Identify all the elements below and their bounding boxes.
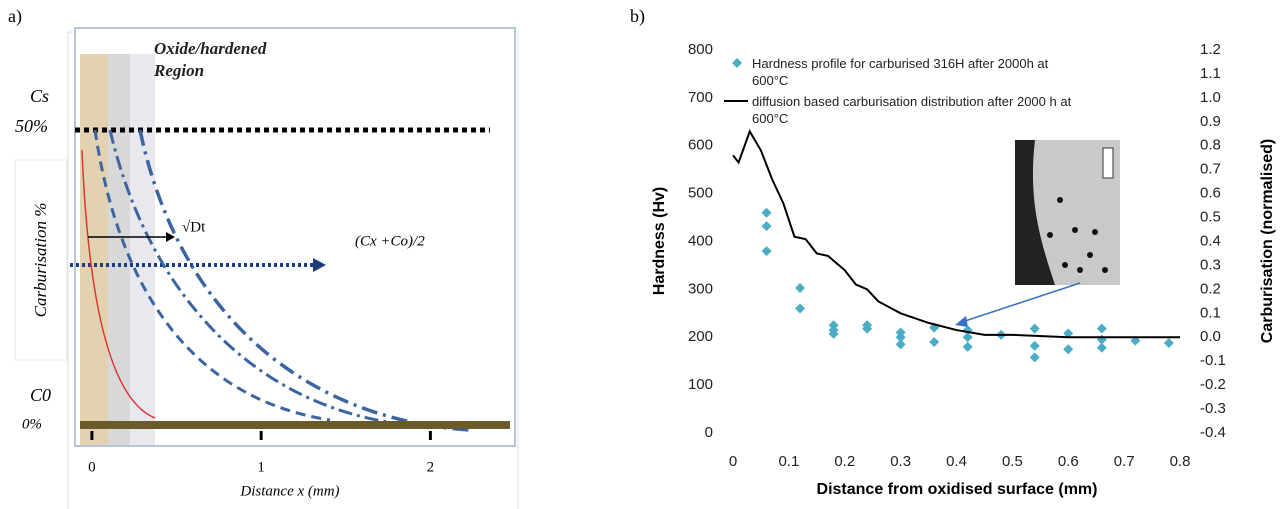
layer-oxide <box>80 54 108 445</box>
c0-label: C0 <box>30 385 51 405</box>
data-point <box>828 328 839 339</box>
y2-tick-label: -0.4 <box>1200 424 1226 441</box>
y2-tick-label: 0.5 <box>1200 209 1221 226</box>
curve-red <box>81 149 156 419</box>
dt-arrow-head <box>166 232 175 242</box>
y-tick-label: 800 <box>688 41 713 58</box>
curve-2 <box>108 129 411 427</box>
data-point <box>1096 342 1107 353</box>
x-tick-label: 0.5 <box>1002 453 1023 470</box>
y2-tick-label: 0.6 <box>1200 185 1221 202</box>
x-tick-label: 0.2 <box>834 453 855 470</box>
panel-label: b) <box>630 6 645 27</box>
data-point <box>962 332 973 343</box>
data-point <box>1096 323 1107 334</box>
data-point <box>761 246 772 257</box>
y-tick-label: 300 <box>688 280 713 297</box>
curve-1 <box>93 129 331 422</box>
x-tick-label: 0.3 <box>890 453 911 470</box>
x-tick-label: 0.1 <box>778 453 799 470</box>
arrow-head <box>313 258 326 272</box>
ylabel-box <box>14 159 68 361</box>
y2-tick-label: -0.1 <box>1200 352 1226 369</box>
legend-marker <box>732 58 742 68</box>
x-tick-label: 2 <box>427 459 435 475</box>
sqrt-label: √Dt <box>182 219 206 235</box>
x-axis-title: Distance x (mm) <box>239 483 339 499</box>
y-axis-title: Carburisation % <box>31 203 50 318</box>
data-point <box>929 337 940 348</box>
data-point <box>1029 352 1040 363</box>
legend-label: Hardness profile for carburised 316H aft… <box>752 56 1049 88</box>
base-bar <box>80 421 510 429</box>
x-tick-label: 1 <box>257 459 265 475</box>
y-tick-label: 100 <box>688 376 713 393</box>
data-point <box>1063 328 1074 339</box>
x-tick-label: 0.4 <box>946 453 967 470</box>
legend-label: diffusion based carburisation distributi… <box>752 94 1072 126</box>
data-point <box>1063 344 1074 355</box>
data-point <box>962 341 973 352</box>
data-point <box>1029 340 1040 351</box>
data-point <box>761 207 772 218</box>
data-point <box>795 282 806 293</box>
data-point <box>862 323 873 334</box>
mid-label: (Cx +Co)/2 <box>355 233 425 249</box>
data-point <box>895 339 906 350</box>
x-tick-label: 0.8 <box>1170 453 1191 470</box>
data-point <box>1163 337 1174 348</box>
y-tick-label: 400 <box>688 232 713 249</box>
y2-tick-label: 1.2 <box>1200 41 1221 58</box>
data-point <box>795 303 806 314</box>
cs-value: 50% <box>15 116 48 136</box>
y2-tick-label: 0.0 <box>1200 328 1221 345</box>
y-tick-label: 500 <box>688 185 713 202</box>
y2-tick-label: 0.9 <box>1200 113 1221 130</box>
inset-dots <box>1047 197 1108 273</box>
y-tick-label: 0 <box>705 424 713 441</box>
y2-tick-label: 1.1 <box>1200 65 1221 82</box>
x-axis-title: Distance from oxidised surface (mm) <box>817 481 1098 498</box>
y-tick-label: 700 <box>688 89 713 106</box>
panel-label: a) <box>8 6 22 27</box>
y2-axis-title: Carburisation (normalised) <box>1259 139 1276 343</box>
y-axis-title: Hardness (Hv) <box>651 187 668 295</box>
y-tick-label: 200 <box>688 328 713 345</box>
scale-bar <box>1102 147 1114 179</box>
y2-tick-label: 0.3 <box>1200 256 1221 273</box>
region-label: Oxide/hardened Region <box>154 39 267 80</box>
inset-arrow <box>961 282 1081 323</box>
cs-label: Cs <box>30 86 49 106</box>
y2-tick-label: 1.0 <box>1200 89 1221 106</box>
y2-tick-label: 0.7 <box>1200 161 1221 178</box>
x-tick-label: 0 <box>88 459 96 475</box>
y2-tick-label: 0.8 <box>1200 137 1221 154</box>
layer-inner <box>108 54 130 445</box>
inset-arrow-head <box>955 316 968 327</box>
x-tick-label: 0.7 <box>1114 453 1135 470</box>
y2-tick-label: 0.4 <box>1200 232 1221 249</box>
inset-dark <box>1015 140 1055 285</box>
c0-value: 0% <box>22 416 42 432</box>
data-point <box>761 221 772 232</box>
y2-tick-label: -0.2 <box>1200 376 1226 393</box>
layer-hardened <box>130 54 155 445</box>
data-point <box>1029 323 1040 334</box>
y2-tick-label: -0.3 <box>1200 400 1226 417</box>
y2-tick-label: 0.2 <box>1200 280 1221 297</box>
y2-tick-label: 0.1 <box>1200 304 1221 321</box>
x-tick-label: 0.6 <box>1058 453 1079 470</box>
y-tick-label: 600 <box>688 137 713 154</box>
data-point <box>895 332 906 343</box>
curve-3 <box>138 129 471 432</box>
x-tick-label: 0 <box>729 453 737 470</box>
series-line <box>732 129 1180 339</box>
